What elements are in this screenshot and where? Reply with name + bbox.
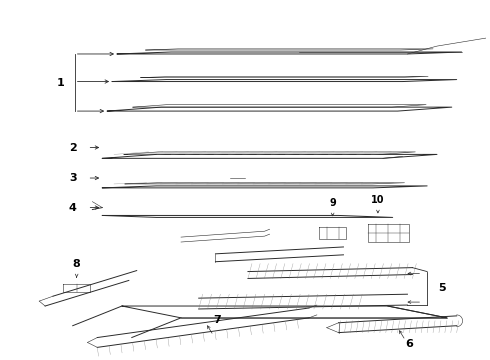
Text: 5: 5 [438,283,446,293]
Text: 4: 4 [69,203,76,212]
Text: 6: 6 [406,339,414,350]
Text: 9: 9 [329,198,336,208]
Text: 10: 10 [371,195,385,204]
Text: 1: 1 [57,77,65,87]
Text: 8: 8 [73,258,80,269]
Text: 7: 7 [214,315,221,325]
Text: 3: 3 [69,173,76,183]
Text: 2: 2 [69,143,76,153]
